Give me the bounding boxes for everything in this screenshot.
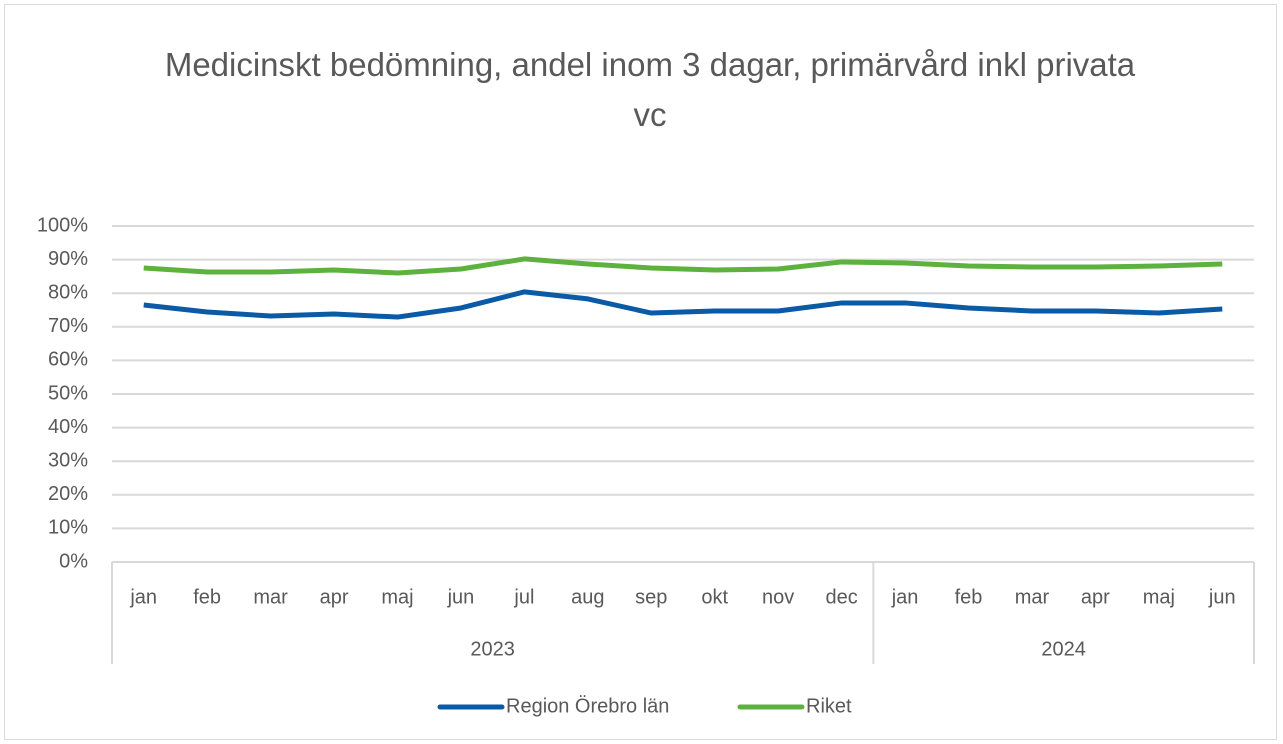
x-tick-label: maj (381, 586, 413, 608)
x-tick-label: aug (571, 586, 604, 608)
line-series (143, 289, 1223, 320)
y-tick-label: 0% (59, 550, 88, 572)
x-tick-label: mar (1015, 586, 1050, 608)
line-series (143, 256, 1223, 276)
group-label: 2023 (470, 638, 515, 660)
y-tick-label: 20% (48, 483, 88, 505)
x-tick-label: okt (701, 586, 728, 608)
x-tick-label: jun (1208, 586, 1236, 608)
x-tick-label: feb (193, 586, 221, 608)
y-tick-label: 10% (48, 517, 88, 539)
y-tick-label: 80% (48, 281, 88, 303)
x-tick-label: jan (129, 586, 157, 608)
y-tick-label: 30% (48, 449, 88, 471)
x-tick-label: jan (891, 586, 919, 608)
x-tick-label: nov (762, 586, 794, 608)
group-label: 2024 (1041, 638, 1086, 660)
legend-label: Riket (806, 695, 852, 717)
x-tick-label: mar (253, 586, 288, 608)
x-tick-label: apr (320, 586, 349, 608)
chart-frame (4, 4, 1277, 740)
legend-label: Region Örebro län (506, 695, 669, 717)
x-tick-label: jun (447, 586, 475, 608)
x-tick-label: dec (825, 586, 857, 608)
y-tick-label: 60% (48, 349, 88, 371)
x-tick-label: apr (1081, 586, 1110, 608)
chart-title: Medicinskt bedömning, andel inom 3 dagar… (164, 46, 1136, 133)
x-tick-label: maj (1143, 586, 1175, 608)
x-tick-label: jul (513, 586, 534, 608)
y-tick-label: 40% (48, 416, 88, 438)
y-tick-label: 100% (37, 214, 88, 236)
y-tick-label: 70% (48, 315, 88, 337)
y-tick-label: 90% (48, 248, 88, 270)
y-tick-label: 50% (48, 382, 88, 404)
x-tick-label: sep (635, 586, 667, 608)
x-tick-label: feb (955, 586, 983, 608)
